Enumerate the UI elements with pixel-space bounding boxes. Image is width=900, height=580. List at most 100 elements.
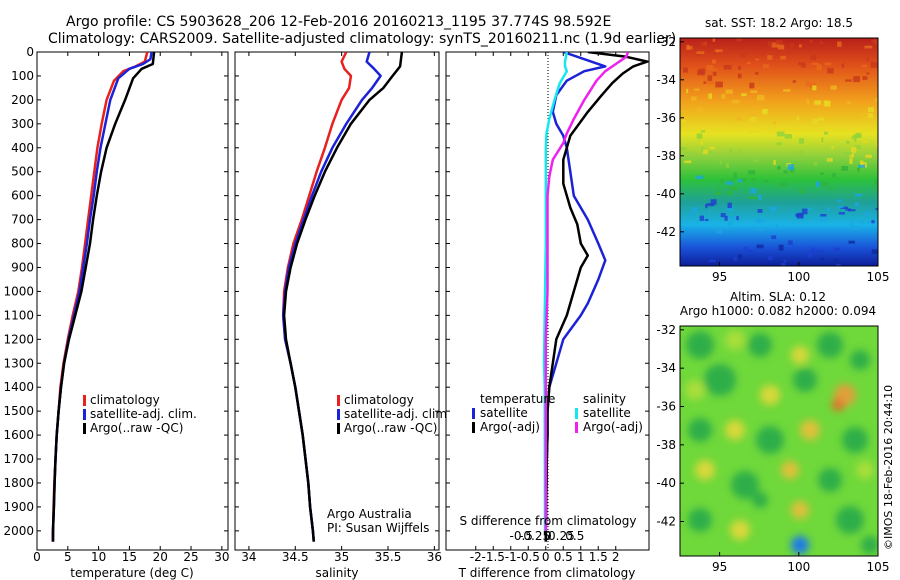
map-y-tick-label: -36 [656, 111, 676, 125]
sst-speckle [835, 135, 843, 139]
sst-speckle [873, 180, 878, 186]
sla-eddy [791, 536, 809, 554]
sst-speckle [753, 158, 759, 162]
sst-speckle [820, 214, 827, 217]
sla-eddy [817, 332, 843, 358]
sst-speckle [748, 127, 752, 134]
sst-speckle [796, 116, 800, 121]
sst-speckle [830, 85, 837, 90]
sst-speckle [807, 252, 814, 258]
difference-legend: temperature salinity satellite Argo(-adj… [472, 392, 643, 434]
sla-eddy [781, 461, 799, 479]
x-tick-label: 0 [33, 550, 41, 564]
sst-speckle [867, 221, 870, 224]
sla-eddy [756, 426, 784, 454]
sst-speckle [737, 254, 741, 258]
temperature-legend: climatology satellite-adj. clim. Argo(..… [83, 393, 197, 435]
sst-map-title: sat. SST: 18.2 Argo: 18.5 [705, 16, 853, 30]
map-y-tick-label: -42 [656, 515, 676, 529]
sst-speckle [855, 193, 863, 197]
legend-swatch-t-argo [472, 422, 475, 433]
sst-speckle [726, 206, 734, 212]
sst-speckle [802, 208, 808, 215]
depth-tick-label: 1300 [3, 356, 34, 370]
temperature-x-axis: 0 5 10 15 20 25 30 [33, 52, 229, 564]
sla-eddy [686, 331, 714, 359]
sst-gradient [680, 38, 878, 266]
sst-speckle [865, 154, 872, 158]
x-tick-label: 35.5 [375, 550, 402, 564]
sst-speckle [741, 93, 747, 97]
sst-speckle [866, 58, 870, 61]
map-x-tick-label: 105 [867, 560, 890, 574]
sst-speckle [757, 209, 763, 213]
x-tick-label: 36 [427, 550, 442, 564]
sst-speckle [833, 258, 839, 264]
sst-speckle [769, 206, 777, 212]
sst-speckle [816, 64, 822, 71]
sla-eddy [695, 460, 715, 480]
sst-speckle [848, 240, 855, 244]
sst-map-panel: sat. SST: 18.2 Argo: 18.5 95 100 105 -32 -34… [656, 16, 889, 284]
sst-speckle [736, 38, 743, 42]
sst-speckle [871, 220, 875, 224]
sst-speckle [812, 85, 817, 91]
sst-texture [680, 38, 878, 266]
sst-speckle [752, 74, 758, 79]
sst-speckle [875, 208, 878, 211]
sst-speckle [696, 51, 705, 54]
sst-speckle [799, 44, 802, 48]
sla-eddy [856, 461, 874, 479]
sst-speckle [708, 93, 712, 99]
sst-speckle [750, 130, 758, 133]
sst-speckle [853, 76, 861, 83]
sst-speckle [695, 175, 704, 180]
sst-map-frame [679, 37, 879, 267]
map-x-tick-label: 105 [867, 270, 890, 284]
map-y-tick-label: -38 [656, 438, 676, 452]
map-y-tick-label: -42 [656, 225, 676, 239]
sst-speckle [864, 212, 871, 216]
map-y-tick-label: -34 [656, 361, 676, 375]
sst-speckle [706, 79, 714, 84]
sst-speckle [775, 40, 783, 45]
sst-speckle [680, 147, 687, 151]
float-owner: Argo Australia [327, 507, 412, 521]
depth-tick-label: 600 [11, 189, 34, 203]
sst-speckle [709, 113, 714, 116]
sst-speckle [681, 120, 686, 123]
sst-speckle [706, 203, 715, 207]
sst-speckle [754, 71, 759, 75]
sst-speckle [712, 38, 716, 42]
sst-speckle [810, 55, 816, 61]
sst-speckle [820, 41, 823, 45]
x-tick-label: 1 [577, 550, 585, 564]
sst-speckle [720, 179, 725, 184]
temperature-axes [36, 51, 229, 551]
sst-speckle [858, 164, 865, 168]
sla-eddy [704, 364, 736, 396]
sst-speckle [729, 186, 738, 191]
sst-speckle [845, 208, 851, 211]
legend-title-temperature: temperature [480, 392, 555, 406]
depth-tick-label: 700 [11, 213, 34, 227]
sst-speckle [780, 263, 786, 266]
sla-eddy [688, 418, 712, 442]
sst-speckle [859, 220, 865, 224]
legend-label-argo: Argo(..raw -QC) [90, 421, 183, 435]
sst-speckle [745, 249, 754, 252]
legend-label-argo: Argo(..raw -QC) [344, 421, 437, 435]
salinity-y-ticks [235, 51, 439, 532]
sst-speckle [680, 110, 688, 116]
sst-speckle [838, 212, 845, 215]
sst-speckle [699, 215, 704, 221]
sla-eddy [818, 468, 842, 492]
sst-speckle [712, 71, 717, 76]
sla-eddy [725, 420, 745, 440]
sst-speckle [700, 41, 708, 47]
sst-speckle [866, 72, 870, 75]
salinity-panel: 34 34.5 35 35.5 36 salinity climatology sate… [234, 51, 451, 580]
legend-swatch-satellite [83, 409, 86, 420]
sst-speckle [725, 181, 734, 185]
sst-speckle [871, 249, 878, 254]
